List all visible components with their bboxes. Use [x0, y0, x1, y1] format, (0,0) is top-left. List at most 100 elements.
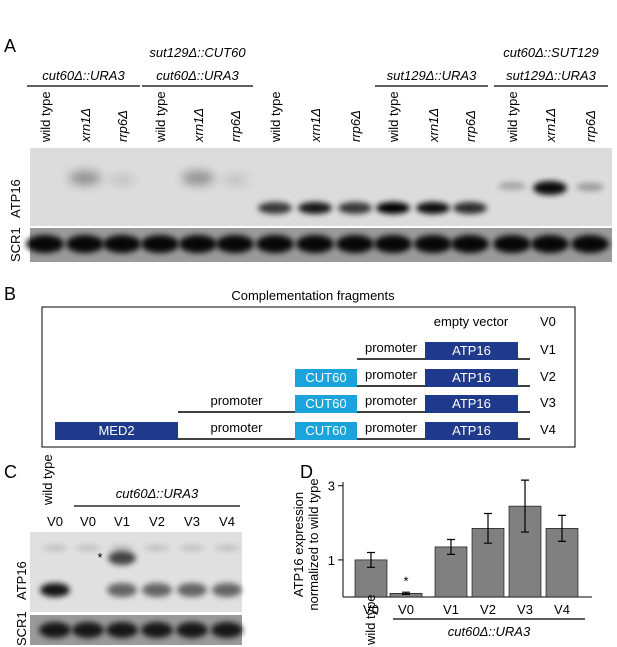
- gel-band: [43, 545, 67, 551]
- y-axis-label: normalized to wild type: [306, 478, 321, 610]
- panel-label: C: [4, 462, 17, 482]
- panel-b-title: Complementation fragments: [231, 288, 395, 303]
- gel-band: [336, 235, 374, 253]
- gel-band: [296, 235, 334, 253]
- gel-band: [376, 202, 410, 214]
- lane-label: V1: [114, 514, 130, 529]
- error-bar: [367, 551, 375, 568]
- gel-band: [451, 235, 489, 253]
- gel-band: [571, 235, 609, 253]
- lane-label: V0: [80, 514, 96, 529]
- gel-band: [66, 235, 104, 253]
- fragment-label: CUT60: [305, 370, 346, 385]
- strain-label: cut60Δ::URA3: [42, 68, 125, 83]
- lane-label: wild type: [38, 91, 53, 143]
- wild-type-label: wild type: [40, 454, 55, 506]
- fragment-label: promoter: [365, 420, 418, 435]
- annotation: *: [97, 550, 102, 565]
- x-tick-label: V1: [443, 602, 459, 617]
- x-tick-label: V0: [363, 602, 379, 617]
- fragment-box: [425, 369, 518, 387]
- gel-band: [414, 235, 452, 253]
- gel-band: [179, 235, 217, 253]
- gel-band: [533, 181, 567, 195]
- construct-label: V3: [540, 395, 556, 410]
- fragment-box: [55, 422, 178, 440]
- strain-label: cut60Δ::URA3: [116, 486, 199, 501]
- fragment-label: promoter: [365, 393, 418, 408]
- y-tick-label: 1: [328, 553, 335, 568]
- panel-label: A: [4, 36, 16, 56]
- construct-label: V1: [540, 342, 556, 357]
- fragment-label: promoter: [210, 393, 263, 408]
- gel-band: [176, 622, 208, 638]
- strain-label: sut129Δ::URA3: [506, 68, 596, 83]
- fragment-label: promoter: [365, 367, 418, 382]
- lane-label: V4: [219, 514, 235, 529]
- fragment-label: CUT60: [305, 396, 346, 411]
- gel-band: [576, 183, 604, 191]
- gel-band: [182, 171, 214, 185]
- lane-label: rrp6Δ: [115, 110, 130, 142]
- fragment-box: [425, 422, 518, 440]
- gel-band: [145, 545, 169, 551]
- group-label: wild type: [363, 594, 378, 646]
- lane-label: xrn1Δ: [308, 108, 323, 143]
- lane-label: xrn1Δ: [543, 108, 558, 143]
- lane-label: rrp6Δ: [228, 110, 243, 142]
- fragment-label: ATP16: [452, 396, 491, 411]
- lane-label: xrn1Δ: [78, 108, 93, 143]
- construct-label: V0: [540, 314, 556, 329]
- gel-band: [110, 545, 134, 551]
- bar: [434, 546, 468, 598]
- gel-band: [26, 235, 64, 253]
- lane-label: wild type: [153, 91, 168, 143]
- fragment-label: MED2: [98, 423, 134, 438]
- fragment-box: [295, 422, 357, 440]
- fragment-label: promoter: [210, 420, 263, 435]
- error-bar: [484, 512, 492, 544]
- gel-band: [212, 583, 242, 597]
- x-tick-label: V0: [398, 602, 414, 617]
- gel-band: [141, 622, 173, 638]
- error-bar: [558, 514, 566, 542]
- gel-band: [493, 235, 531, 253]
- gel-band: [221, 175, 249, 185]
- annotation: *: [403, 573, 408, 588]
- lane-label: V0: [47, 514, 63, 529]
- error-bar: [521, 479, 529, 533]
- gel-band: [72, 622, 104, 638]
- row-label: ATP16: [8, 179, 23, 218]
- group-label: cut60Δ::URA3: [448, 624, 531, 639]
- lane-label: xrn1Δ: [426, 108, 441, 143]
- gel-band: [256, 235, 294, 253]
- y-axis-label: ATP16 expression: [291, 492, 306, 597]
- fragment-label: empty vector: [434, 314, 509, 329]
- gel-band: [40, 583, 70, 597]
- gel-band: [298, 202, 332, 214]
- fragment-box: [295, 395, 357, 413]
- gel-band: [69, 171, 101, 185]
- lane-label: wild type: [268, 91, 283, 143]
- lane-label: wild type: [505, 91, 520, 143]
- strain-label: sut129Δ::URA3: [387, 68, 477, 83]
- gel-band: [416, 202, 450, 214]
- gel-band: [141, 235, 179, 253]
- gel-band: [211, 622, 243, 638]
- strain-label: cut60Δ::URA3: [156, 68, 239, 83]
- lane-label: V2: [149, 514, 165, 529]
- gel-band: [108, 551, 136, 565]
- gel-band: [338, 202, 372, 214]
- gel-band: [108, 175, 136, 185]
- strain-label: sut129Δ::CUT60: [149, 45, 246, 60]
- lane-label: rrp6Δ: [463, 110, 478, 142]
- x-tick-label: V3: [517, 602, 533, 617]
- gel-band: [107, 583, 137, 597]
- strain-label: cut60Δ::SUT129: [503, 45, 598, 60]
- y-tick-label: 3: [328, 479, 335, 494]
- row-label: ATP16: [14, 561, 29, 600]
- gel-band: [180, 545, 204, 551]
- fragment-frame: [41, 306, 576, 448]
- gel-band: [498, 182, 526, 190]
